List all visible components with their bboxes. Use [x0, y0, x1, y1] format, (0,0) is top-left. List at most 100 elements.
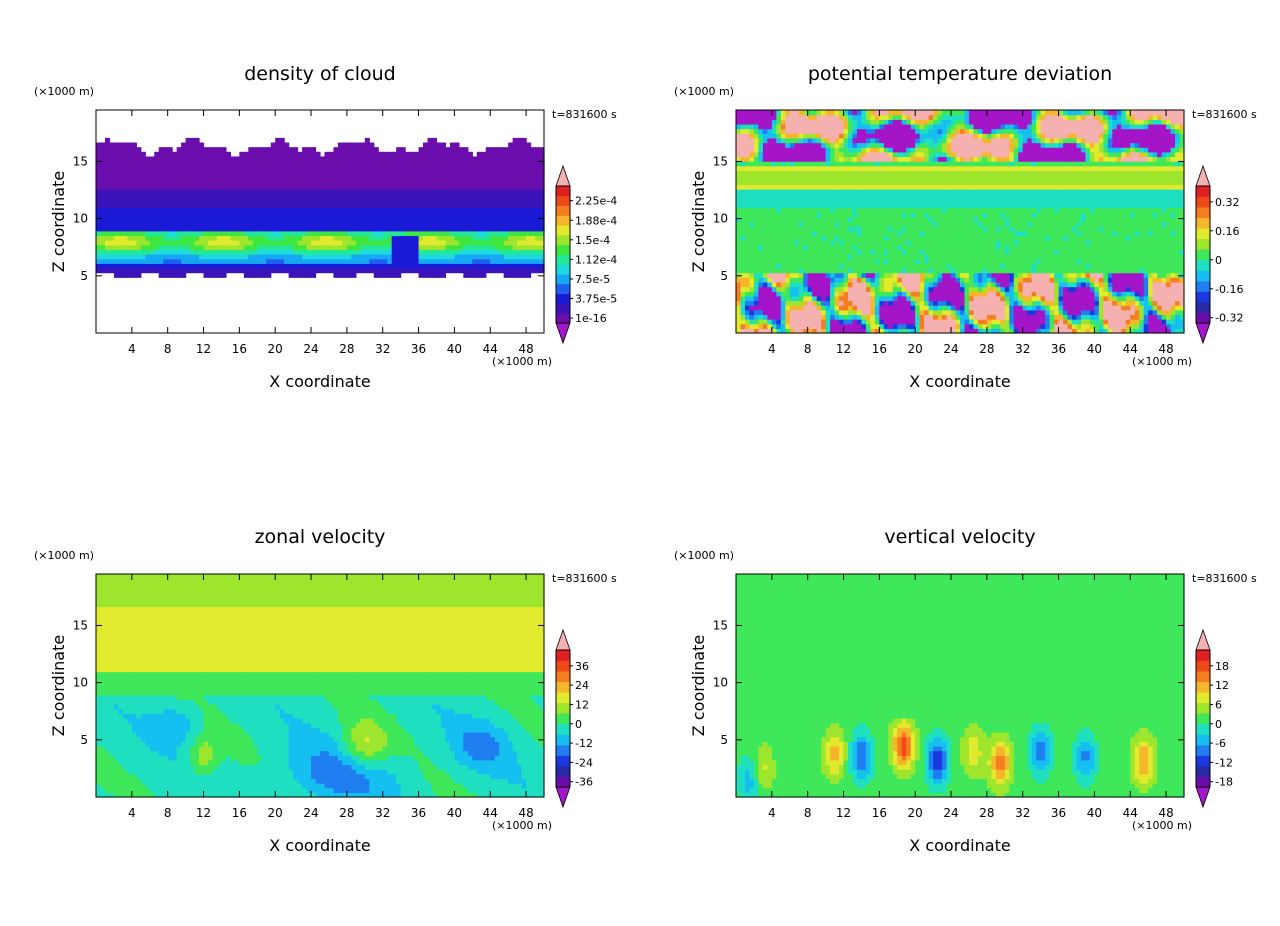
field-cell [1143, 263, 1149, 269]
field-cell [190, 254, 196, 260]
field-cell [1130, 263, 1136, 269]
field-cell [973, 319, 979, 325]
field-cell [521, 216, 527, 223]
field-cell [1161, 267, 1167, 274]
field-cell [933, 267, 939, 274]
field-cell [414, 175, 420, 181]
field-cell [767, 254, 773, 260]
field-cell [1139, 258, 1145, 264]
field-cell [1072, 254, 1078, 260]
field-cell [145, 193, 151, 199]
field-cell [1022, 281, 1028, 288]
field-cell [503, 175, 509, 181]
field-cell [825, 286, 831, 292]
field-cell [293, 254, 299, 260]
field-cell [355, 249, 361, 255]
field-cell [1116, 314, 1122, 320]
field-cell [337, 221, 343, 227]
field-cell [203, 184, 209, 190]
field-cell [96, 221, 102, 227]
field-cell [248, 188, 254, 195]
field-cell [933, 277, 939, 283]
field-cell [1103, 277, 1109, 283]
field-cell [1166, 286, 1172, 292]
field-cell [266, 272, 272, 278]
field-cell [382, 216, 388, 223]
field-cell [311, 202, 317, 209]
field-cell [521, 188, 527, 195]
field-cell [396, 244, 402, 250]
field-cell [1040, 244, 1046, 250]
field-cell [503, 216, 509, 223]
field-cell [185, 179, 191, 185]
field-cell [1121, 323, 1127, 329]
field-cell [1045, 277, 1051, 283]
field-cell [1054, 314, 1060, 320]
field-cell [306, 184, 312, 190]
field-cell [203, 258, 209, 264]
field-cell [109, 254, 115, 260]
field-cell [1125, 263, 1131, 269]
field-cell [423, 240, 429, 246]
field-cell [122, 240, 128, 246]
field-cell [865, 295, 871, 302]
field-cell [924, 300, 930, 306]
field-cell [1157, 263, 1163, 269]
field-cell [910, 272, 916, 278]
field-cell [1089, 240, 1095, 246]
field-cell [1143, 300, 1149, 306]
field-cell [449, 244, 455, 250]
field-cell [910, 323, 916, 329]
field-cell [1152, 286, 1158, 292]
field-cell [328, 267, 335, 274]
field-cell [275, 193, 281, 199]
field-cell [337, 263, 343, 269]
field-cell [937, 319, 943, 325]
field-cell [1054, 267, 1060, 274]
field-cell [521, 137, 527, 144]
field-cell [118, 258, 124, 264]
field-cell [284, 142, 290, 148]
field-cell [839, 254, 845, 260]
field-cell [749, 314, 755, 320]
field-cell [472, 202, 478, 209]
field-cell [1166, 305, 1172, 311]
field-cell [100, 184, 106, 190]
field-cell [991, 254, 997, 260]
field-cell [521, 175, 527, 181]
field-cell [973, 309, 979, 316]
field-cell [1175, 254, 1181, 260]
field-cell [1157, 258, 1163, 264]
field-cell [288, 235, 294, 241]
field-cell [1179, 244, 1185, 250]
field-cell [1121, 328, 1127, 334]
field-cell [221, 156, 227, 162]
field-cell [1040, 240, 1046, 246]
field-cell [955, 309, 961, 316]
field-cell [789, 305, 795, 311]
field-cell [915, 249, 921, 255]
field-cell [901, 263, 907, 269]
field-cell [1067, 244, 1073, 250]
field-cell [234, 221, 240, 227]
field-cell [968, 240, 975, 246]
field-cell [928, 240, 934, 246]
field-cell [396, 216, 402, 223]
field-cell [794, 309, 800, 316]
field-cell [288, 175, 294, 181]
field-cell [740, 254, 746, 260]
field-cell [203, 161, 209, 167]
field-cell [261, 258, 267, 264]
field-cell [1094, 263, 1100, 269]
field-cell [955, 263, 961, 269]
field-cell [807, 235, 813, 241]
field-cell [758, 277, 764, 283]
field-cell [104, 240, 111, 246]
field-cell [414, 240, 420, 246]
field-cell [1098, 244, 1104, 250]
field-cell [275, 179, 281, 185]
field-cell [136, 170, 142, 176]
field-cell [476, 161, 482, 167]
field-cell [879, 267, 885, 274]
field-cell [158, 221, 164, 227]
